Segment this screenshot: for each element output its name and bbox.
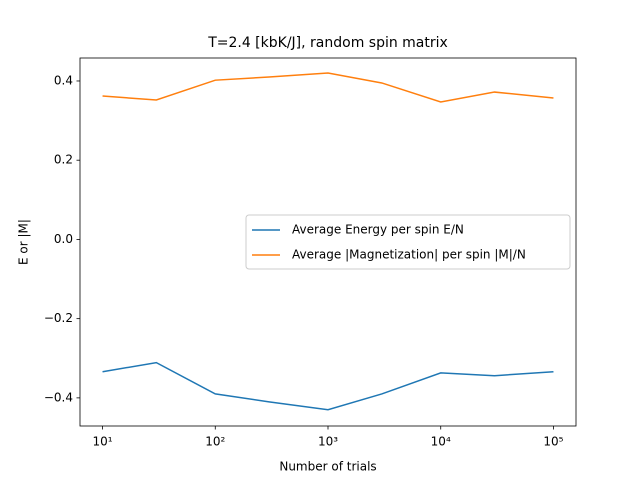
axes-frame (79, 57, 577, 427)
y-tick-label: 0.0 (54, 232, 73, 246)
x-tick-label: 10⁴ (431, 435, 451, 449)
line (102, 72, 554, 103)
y-tick-label: −0.4 (44, 390, 73, 404)
x-tick-label: 10¹ (92, 435, 112, 449)
y-tick-label: 0.4 (54, 73, 73, 87)
x-tick-label: 10³ (318, 435, 338, 449)
y-tick-label: 0.2 (54, 153, 73, 167)
y-tick-label: −0.2 (44, 311, 73, 325)
line (102, 361, 554, 411)
x-tick-label: 10⁵ (543, 435, 563, 449)
x-tick-label: 10² (205, 435, 225, 449)
chart-title: T=2.4 [kbK/J], random spin matrix (207, 35, 448, 51)
x-axis-label: Number of trials (279, 460, 376, 474)
y-axis-label: E or |M| (17, 219, 31, 265)
legend-box (245, 214, 571, 270)
legend-label: Average Energy per spin E/N (292, 223, 464, 237)
legend-label: Average |Magnetization| per spin |M|/N (292, 248, 526, 262)
